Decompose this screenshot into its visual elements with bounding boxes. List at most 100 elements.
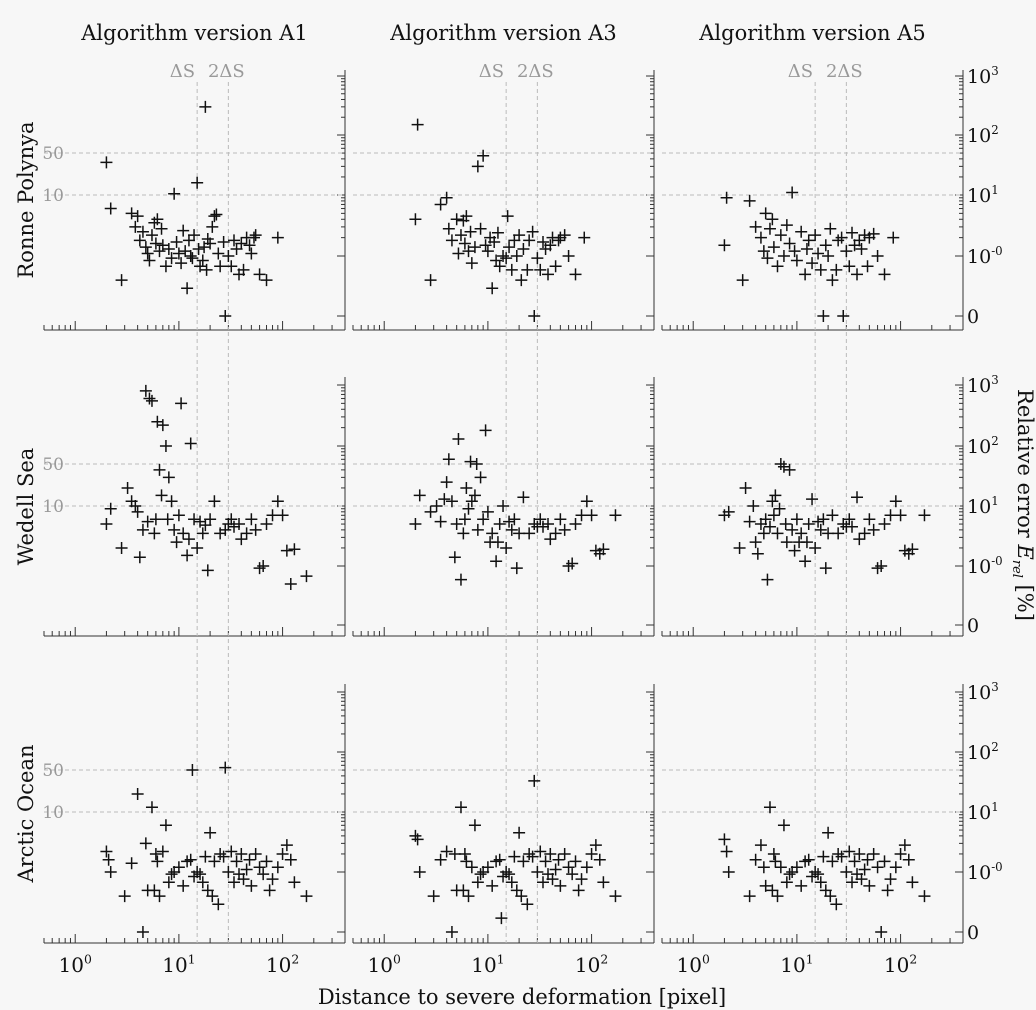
data-point	[500, 541, 513, 554]
x-tick-label: 100	[368, 952, 401, 977]
data-point	[125, 207, 138, 220]
data-point	[280, 544, 293, 557]
data-point	[503, 241, 516, 254]
x-tick-label-exp: 1	[188, 952, 196, 967]
data-point	[201, 564, 214, 577]
data-point	[531, 866, 544, 878]
x-tick-label: 101	[471, 952, 504, 977]
data-point	[159, 260, 172, 273]
y-axis-label-var: E	[1013, 544, 1036, 560]
data-point	[569, 855, 582, 868]
data-point	[136, 225, 149, 238]
data-point	[165, 868, 178, 881]
data-point	[411, 833, 424, 846]
data-point	[271, 861, 284, 874]
x-tick-label-exp: 2	[909, 952, 917, 967]
data-point	[243, 853, 256, 866]
data-point	[542, 268, 555, 281]
data-point	[100, 156, 113, 169]
x-tick-label: 102	[266, 952, 299, 977]
data-point	[424, 274, 437, 287]
data-point	[155, 222, 168, 235]
data-point	[175, 257, 188, 270]
data-point	[141, 515, 154, 528]
data-point	[799, 268, 812, 281]
row-title: Arctic Ocean	[14, 744, 38, 883]
data-point	[243, 239, 256, 252]
data-point	[780, 536, 793, 549]
data-point	[235, 847, 248, 860]
y-tick-label-base: 0	[967, 615, 979, 637]
data-point	[198, 241, 211, 254]
data-point	[767, 241, 780, 254]
data-point	[799, 555, 812, 568]
data-point	[411, 118, 424, 131]
data-point	[783, 463, 796, 476]
data-point	[505, 523, 518, 536]
data-point	[853, 234, 866, 247]
data-point	[528, 310, 541, 322]
data-point	[118, 890, 131, 903]
data-point	[918, 890, 931, 903]
data-point	[534, 845, 547, 858]
data-point	[153, 890, 166, 903]
x-tick-label-base: 10	[677, 953, 702, 977]
data-point	[754, 231, 767, 244]
data-point	[240, 527, 253, 540]
data-point	[510, 562, 523, 575]
y-tick-label-exp: 3	[991, 373, 999, 387]
data-point	[479, 239, 492, 252]
data-point	[585, 847, 598, 860]
data-point	[479, 424, 492, 437]
x-tick-label-exp: 0	[393, 952, 401, 967]
data-point	[194, 868, 207, 881]
data-point	[445, 926, 458, 938]
data-point	[175, 397, 188, 410]
data-point	[497, 250, 510, 262]
data-point	[486, 879, 499, 892]
data-point	[918, 509, 931, 522]
data-point	[434, 198, 447, 211]
data-point	[790, 513, 803, 526]
data-point	[546, 873, 559, 886]
data-point	[491, 226, 504, 239]
data-point	[773, 502, 786, 515]
data-point	[822, 250, 835, 262]
data-point	[536, 235, 549, 248]
data-point	[800, 536, 813, 549]
data-point	[454, 229, 467, 242]
data-point	[477, 513, 490, 526]
data-point	[131, 787, 144, 800]
y-tick-label-base: 10	[967, 802, 991, 824]
data-point	[100, 845, 113, 858]
data-point	[780, 876, 793, 889]
data-point	[536, 520, 549, 533]
data-point	[474, 222, 487, 235]
y-tick-label-exp: 2	[991, 740, 999, 754]
data-point	[848, 855, 861, 868]
data-point	[812, 247, 825, 260]
data-point	[474, 868, 487, 881]
y-tick-label-exp: 2	[991, 434, 999, 448]
data-point	[413, 489, 426, 502]
data-point	[824, 890, 837, 903]
data-point	[196, 527, 209, 540]
data-point	[300, 890, 313, 903]
y-tick-label-exp: 1	[991, 183, 999, 197]
y-tick-label-base: 10	[967, 125, 991, 147]
data-point	[763, 222, 776, 235]
data-point	[136, 926, 149, 938]
data-point	[470, 458, 483, 471]
data-point	[465, 861, 478, 874]
data-point	[500, 252, 513, 265]
data-point	[462, 245, 475, 258]
data-point	[503, 868, 516, 881]
data-point	[867, 227, 880, 240]
x-tick-label-base: 10	[59, 953, 84, 977]
data-point	[523, 234, 536, 247]
data-point	[777, 250, 790, 262]
data-point	[795, 879, 808, 892]
data-point	[575, 509, 588, 522]
y-tick-label: 10-0	[967, 554, 1003, 578]
